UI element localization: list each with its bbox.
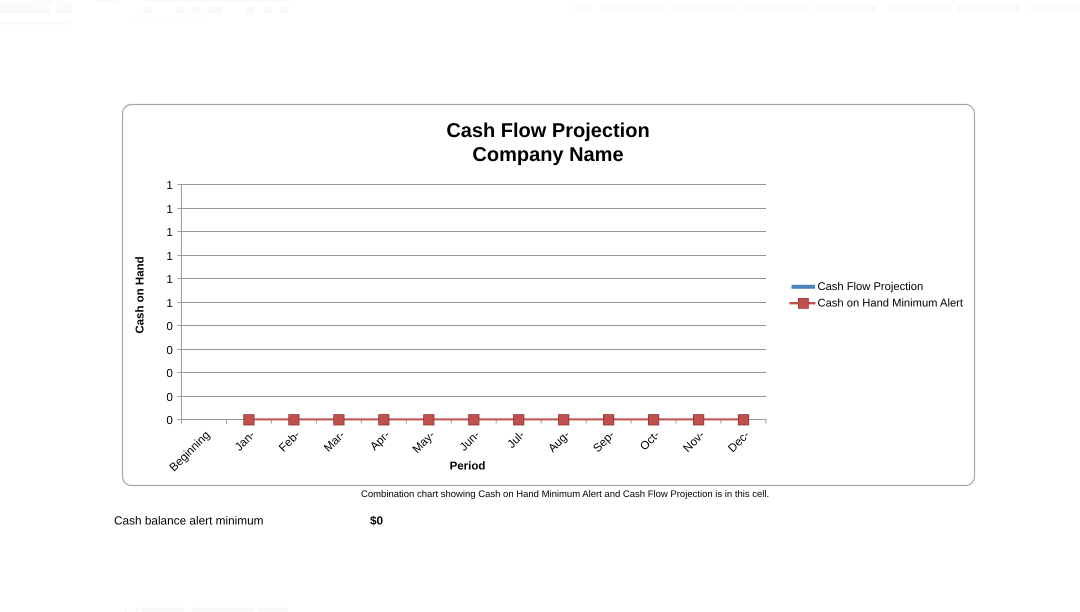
svg-text:Cash on Hand Minimum Alert: Cash on Hand Minimum Alert [818,298,964,310]
svg-text:Cash on Hand: Cash on Hand [135,256,147,333]
svg-text:0: 0 [166,320,172,333]
svg-text:Combination chart showing Cash: Combination chart showing Cash on Hand M… [361,489,769,500]
svg-text:$0: $0 [370,514,384,528]
svg-text:Cash balance alert minimum: Cash balance alert minimum [114,514,264,528]
svg-text:1: 1 [166,203,172,216]
svg-text:Cash Flow Projection: Cash Flow Projection [446,120,649,142]
svg-text:1: 1 [166,179,172,192]
svg-text:1: 1 [166,273,172,286]
svg-text:Cash Flow Projection: Cash Flow Projection [818,281,924,293]
svg-text:Company Name: Company Name [472,144,623,166]
svg-text:0: 0 [166,391,172,404]
svg-text:1: 1 [166,226,172,239]
svg-text:Period: Period [450,461,486,473]
svg-text:0: 0 [166,344,172,357]
svg-text:0: 0 [166,414,172,427]
svg-text:0: 0 [166,367,172,380]
svg-text:1: 1 [166,250,172,263]
svg-text:1: 1 [166,297,172,310]
